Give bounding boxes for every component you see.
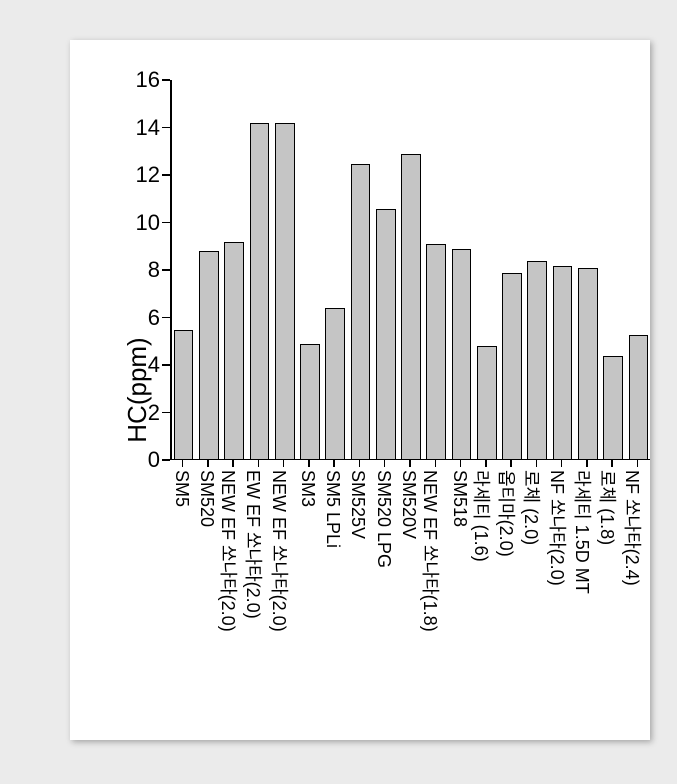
y-tick-label: 4 [148,352,160,378]
x-tick-label: 라세티 (1.6) [469,470,495,562]
x-tick-mark [283,459,285,467]
y-tick-label: 14 [136,115,160,141]
y-tick-label: 2 [148,400,160,426]
x-tick-label: SM5 [171,470,192,507]
y-tick-mark [162,412,170,414]
x-tick-label: NF 쏘나타(2.0) [545,470,571,586]
y-tick-mark [162,459,170,461]
x-tick-mark [510,459,512,467]
bar [174,330,194,460]
x-tick-label: 라세티 1.5D MT [570,470,596,594]
x-tick-label: SM520 LPG [373,470,394,568]
x-tick-label: SM525V [347,470,368,539]
y-tick-mark [162,317,170,319]
x-tick-mark [485,459,487,467]
bar [477,346,497,460]
x-tick-mark [637,459,639,467]
bar [426,244,446,460]
chart-wrapper: HC(ppm) 0246810121416SM5SM520NEW EF 쏘나타(… [20,20,677,764]
bar [578,268,598,460]
y-tick-label: 6 [148,305,160,331]
x-tick-label: 로체 (2.0) [519,470,545,545]
x-tick-mark [308,459,310,467]
x-tick-label: EW EF 쏘나타(2.0) [241,470,267,619]
bar [452,249,472,460]
x-tick-mark [460,459,462,467]
y-tick-label: 16 [136,67,160,93]
x-tick-label: SM520 [196,470,217,527]
y-tick-mark [162,79,170,81]
y-tick-label: 0 [148,447,160,473]
bar [376,209,396,460]
x-tick-mark [232,459,234,467]
x-tick-label: NEW EF 쏘나타(2.0) [216,470,242,632]
x-tick-label: SM3 [297,470,318,507]
x-tick-label: NF 쏘나타(2.4) [620,470,646,586]
y-tick-mark [162,174,170,176]
bar [224,242,244,460]
x-tick-label: 로체 (1.8) [595,470,621,545]
x-tick-mark [333,459,335,467]
x-tick-mark [536,459,538,467]
y-tick-label: 12 [136,162,160,188]
bar [199,251,219,460]
bar [351,164,371,461]
y-tick-mark [162,127,170,129]
plot-area: 0246810121416SM5SM520NEW EF 쏘나타(2.0)EW E… [170,80,650,460]
x-tick-mark [435,459,437,467]
x-tick-mark [409,459,411,467]
x-tick-label: SM520V [398,470,419,539]
bar [502,273,522,460]
bar [275,123,295,460]
bar [553,266,573,460]
bar [629,335,649,461]
x-tick-mark [207,459,209,467]
y-tick-mark [162,222,170,224]
x-tick-label: NEW EF 쏘나타(1.8) [418,470,444,632]
y-tick-mark [162,269,170,271]
chart-card: HC(ppm) 0246810121416SM5SM520NEW EF 쏘나타(… [70,40,650,740]
bar [250,123,270,460]
x-tick-label: NEW EF 쏘나타(2.0) [267,470,293,632]
x-tick-mark [611,459,613,467]
bar [300,344,320,460]
x-tick-mark [586,459,588,467]
bar [325,308,345,460]
x-tick-mark [258,459,260,467]
y-tick-label: 10 [136,210,160,236]
y-axis-line [170,80,172,460]
x-tick-mark [182,459,184,467]
x-tick-mark [384,459,386,467]
bar [401,154,421,460]
y-tick-mark [162,364,170,366]
bar [527,261,547,460]
y-tick-label: 8 [148,257,160,283]
x-tick-mark [359,459,361,467]
x-tick-label: SM5 LPLi [322,470,343,548]
x-tick-mark [561,459,563,467]
bar [603,356,623,460]
x-tick-label: SM518 [449,470,470,527]
x-tick-label: 옵티마(2.0) [494,470,520,557]
